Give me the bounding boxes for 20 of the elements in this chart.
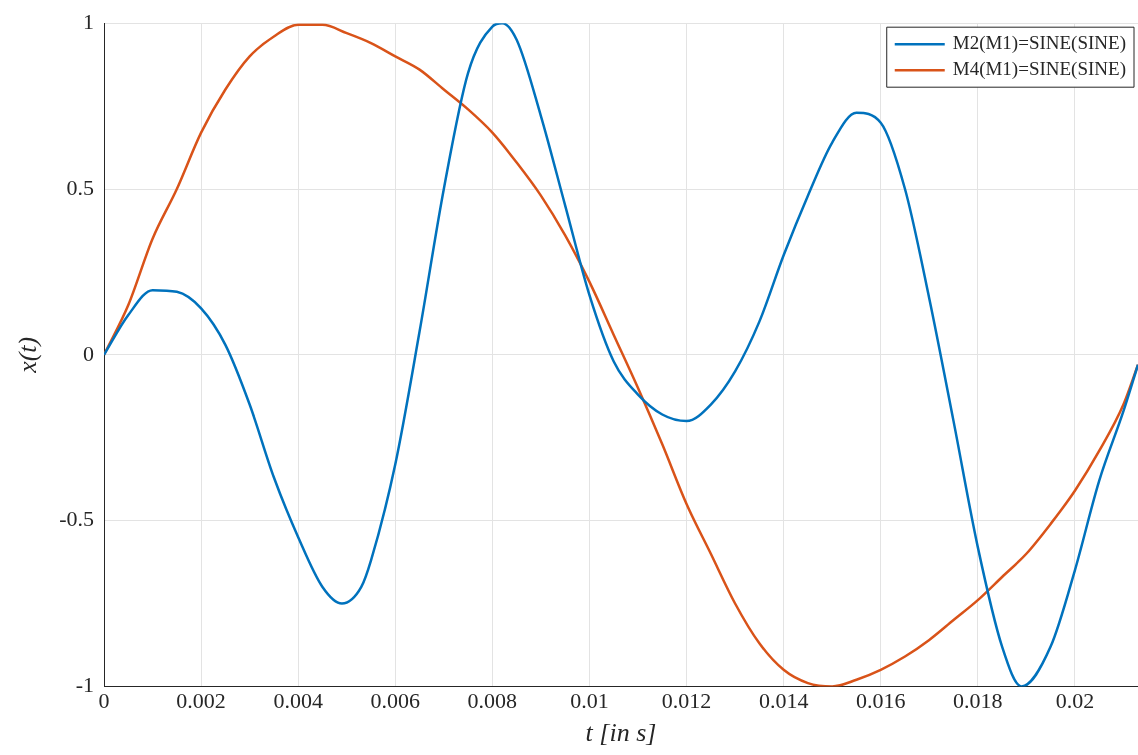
x-tick-label: 0.02 <box>1055 688 1095 714</box>
y-axis-title: x(t) <box>13 336 43 374</box>
x-tick-label: 0.014 <box>758 688 809 714</box>
line-series <box>104 23 1138 687</box>
x-tick-label: 0.004 <box>273 688 323 714</box>
y-tick-label: 0.5 <box>66 174 95 200</box>
x-axis-title: t [in s] <box>585 718 657 748</box>
legend-label: M2(M1)=SINE(SINE) <box>952 32 1127 55</box>
x-tick-label: 0.01 <box>570 688 609 714</box>
y-tick-label: -0.5 <box>59 506 95 532</box>
y-tick-label: -1 <box>75 672 95 698</box>
x-tick-label: 0.018 <box>953 688 1003 714</box>
x-tick-label: 0.002 <box>176 688 226 714</box>
x-tick-label: 0.008 <box>467 688 518 714</box>
legend-label: M4(M1)=SINE(SINE) <box>952 58 1127 81</box>
x-tick-label: 0.006 <box>370 688 421 714</box>
y-tick-label: 1 <box>83 8 95 34</box>
x-tick-label: 0.016 <box>855 688 906 714</box>
y-tick-label: 0 <box>83 340 95 366</box>
x-tick-label: 0.012 <box>661 688 712 714</box>
